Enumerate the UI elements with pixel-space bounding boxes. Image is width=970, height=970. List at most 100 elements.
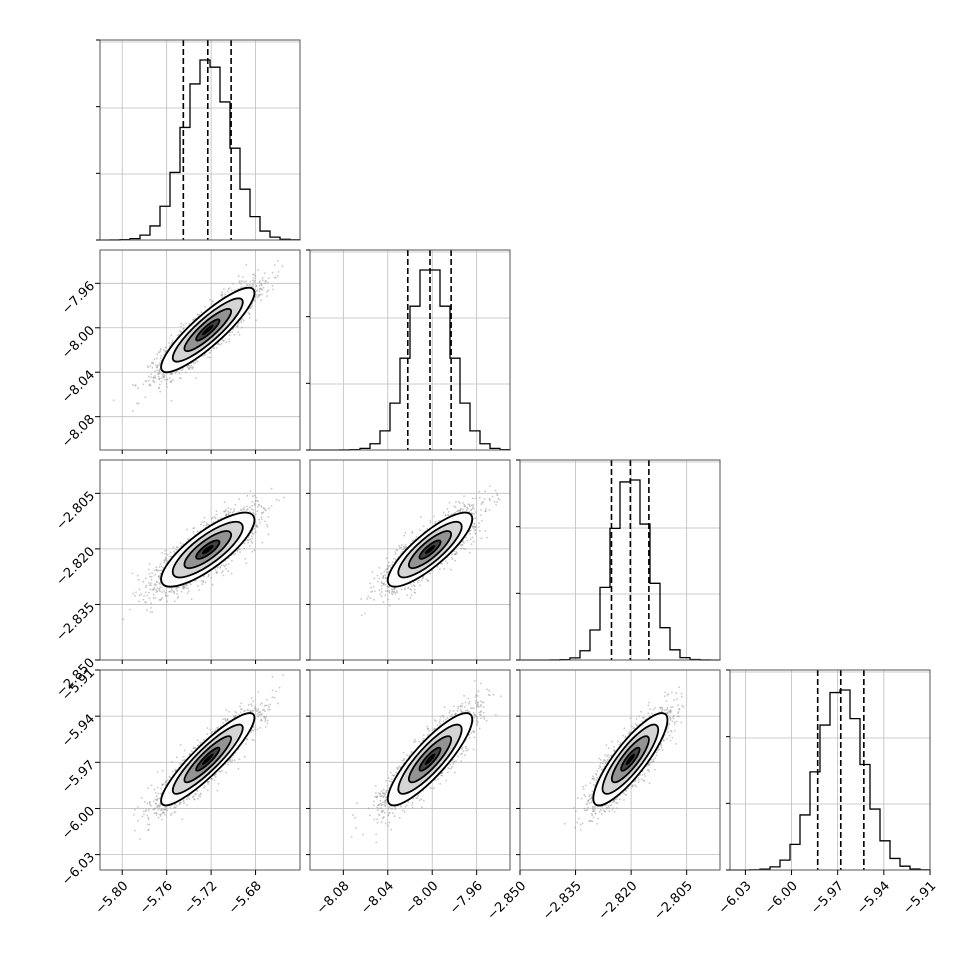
scatter-point [158, 587, 161, 590]
scatter-point [251, 550, 254, 553]
scatter-point [249, 490, 252, 492]
scatter-point [154, 364, 157, 367]
scatter-point [180, 330, 183, 333]
scatter-point [260, 299, 263, 302]
scatter-point [251, 305, 253, 308]
scatter-point [162, 349, 165, 351]
scatter-point [146, 594, 149, 597]
scatter-point [191, 367, 194, 370]
scatter-point [159, 586, 162, 589]
scatter-point [175, 548, 178, 551]
scatter-point [185, 587, 188, 589]
scatter-point [255, 496, 258, 499]
scatter-point [215, 571, 218, 573]
scatter-point [158, 387, 160, 390]
scatter-point [264, 282, 266, 285]
scatter-point [223, 288, 225, 291]
scatter-point [176, 593, 178, 595]
scatter-point [138, 594, 141, 597]
scatter-point [246, 494, 249, 497]
scatter-point [250, 508, 253, 510]
scatter-point [158, 364, 161, 366]
histogram-panel [306, 249, 511, 451]
scatter-point [238, 281, 241, 284]
scatter-point [182, 324, 185, 326]
scatter-point [187, 587, 190, 590]
scatter-point [243, 280, 245, 283]
scatter-point [148, 375, 150, 378]
scatter-point [248, 313, 251, 316]
scatter-point [150, 607, 152, 609]
scatter-point [151, 366, 154, 369]
scatter-point [215, 510, 218, 512]
scatter-point [144, 577, 147, 580]
scatter-point [154, 375, 156, 377]
scatter-point [142, 383, 145, 386]
scatter-point [159, 349, 162, 351]
scatter-point [179, 377, 182, 380]
scatter-point [172, 546, 175, 549]
scatter-point [242, 276, 244, 278]
scatter-point [267, 516, 270, 518]
scatter-point [177, 595, 180, 598]
scatter-point [258, 295, 260, 298]
scatter-point [240, 280, 243, 282]
scatter-point [238, 280, 241, 283]
scatter-point [163, 590, 165, 592]
scatter-point [222, 340, 225, 342]
scatter-point [179, 542, 182, 544]
scatter-point [228, 340, 231, 343]
scatter-point [266, 525, 269, 528]
scatter-point [231, 511, 234, 514]
scatter-point [144, 591, 147, 594]
scatter-point [165, 383, 168, 385]
scatter-point [149, 611, 152, 613]
scatter-point [183, 585, 186, 588]
scatter-point [245, 562, 248, 564]
scatter-point [243, 542, 246, 545]
scatter-point [166, 553, 169, 556]
scatter-point [142, 580, 145, 583]
scatter-point [176, 334, 179, 337]
scatter-point [221, 570, 224, 573]
scatter-point [244, 558, 247, 560]
scatter-point [260, 284, 263, 287]
scatter-point [220, 564, 223, 566]
scatter-point [213, 516, 216, 518]
scatter-point [224, 293, 227, 296]
scatter-point [164, 591, 167, 594]
scatter-point [195, 359, 197, 362]
scatter-point [152, 597, 155, 599]
scatter-point [252, 279, 254, 282]
scatter-point [200, 311, 203, 313]
scatter-point [232, 283, 235, 285]
scatter-point [251, 283, 254, 286]
scatter-point [241, 318, 244, 320]
scatter-point [166, 378, 169, 381]
scatter-point [250, 540, 253, 543]
scatter-point [255, 524, 258, 527]
panel-frame [99, 249, 301, 451]
scatter-point [267, 289, 270, 292]
scatter-point [188, 322, 191, 325]
scatter-point [231, 331, 234, 334]
scatter-point [258, 290, 261, 292]
scatter-point [261, 518, 263, 521]
scatter-point [158, 383, 161, 386]
scatter-point [259, 280, 261, 282]
scatter-point [164, 552, 167, 555]
scatter-point [197, 585, 199, 587]
scatter-point [283, 496, 285, 499]
scatter-point [214, 568, 217, 571]
scatter-point [243, 508, 246, 511]
scatter-point [148, 563, 151, 565]
scatter-point [259, 521, 261, 524]
scatter-point [208, 356, 211, 359]
scatter-point [176, 597, 179, 600]
scatter-point [182, 587, 184, 590]
scatter-point [166, 600, 169, 603]
scatter-point [258, 284, 261, 287]
scatter-point [223, 501, 226, 504]
scatter-point [255, 294, 258, 296]
